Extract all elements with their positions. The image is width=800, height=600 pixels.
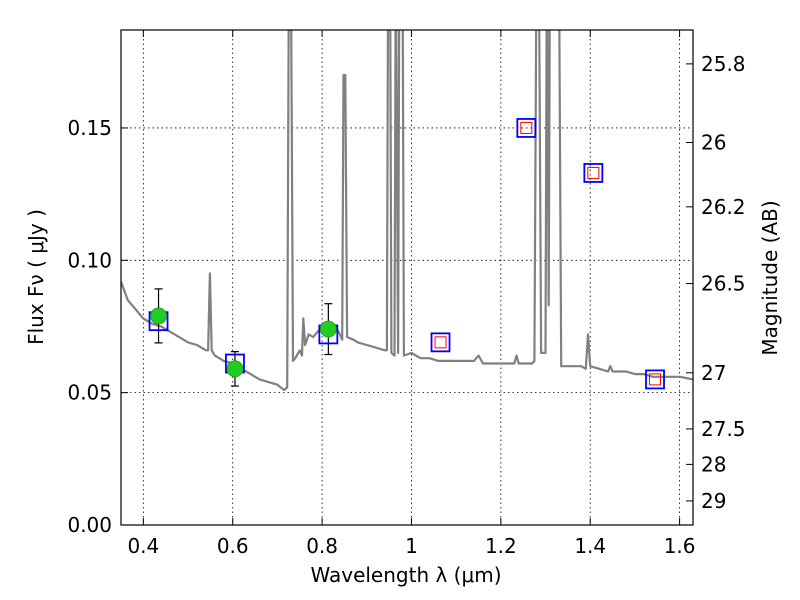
model-spectrum-line (121, 30, 693, 392)
y2-tick-label: 25.8 (701, 52, 746, 76)
blue-square (645, 369, 665, 390)
x-tick-label: 1.4 (574, 534, 606, 558)
y-axis-ticks: 0.00 0.05 0.10 0.15 (67, 116, 128, 537)
y-tick-label: 0.00 (67, 513, 112, 537)
y2-tick-label: 26.5 (701, 272, 746, 296)
blue-square (516, 118, 537, 138)
red-square (520, 121, 533, 134)
plot-area (121, 30, 693, 392)
x-tick-label: 1.6 (664, 534, 696, 558)
x-tick-label: 0.4 (127, 534, 159, 558)
blue-square (583, 163, 604, 183)
y-tick-label: 0.15 (67, 116, 112, 140)
x-tick-label: 1 (405, 534, 418, 558)
red-square (587, 166, 600, 179)
y2-tick-label: 26.2 (701, 195, 746, 219)
x-axis-ticks: 0.4 0.6 0.8 1 1.2 1.4 1.6 (127, 30, 696, 558)
x-axis-label: Wavelength λ (μm) (310, 563, 501, 587)
red-square (434, 336, 447, 349)
y2-axis-label: Magnitude (AB) (758, 200, 782, 355)
green-point-markers (150, 307, 337, 378)
red-square-markers (434, 121, 662, 386)
green-point (319, 320, 337, 338)
y2-tick-label: 29 (701, 489, 726, 513)
x-tick-label: 1.2 (485, 534, 517, 558)
green-point (150, 307, 167, 325)
y-axis-label: Flux Fν ( μJy ) (24, 209, 48, 345)
y2-axis-ticks: 25.8 26 26.2 26.5 27 27.5 28 29 (686, 52, 746, 513)
grid-lines (121, 30, 693, 526)
y2-tick-label: 27 (701, 361, 726, 385)
x-tick-label: 0.8 (306, 534, 338, 558)
blue-square (430, 332, 451, 353)
plot-frame (120, 29, 694, 526)
y2-tick-label: 28 (701, 452, 726, 476)
red-square (649, 373, 662, 386)
y2-tick-label: 27.5 (701, 417, 746, 441)
green-point (226, 360, 244, 378)
y-tick-label: 0.10 (67, 248, 112, 272)
x-tick-label: 0.6 (217, 534, 249, 558)
y2-tick-label: 26 (701, 131, 726, 155)
y-tick-label: 0.05 (67, 381, 112, 405)
